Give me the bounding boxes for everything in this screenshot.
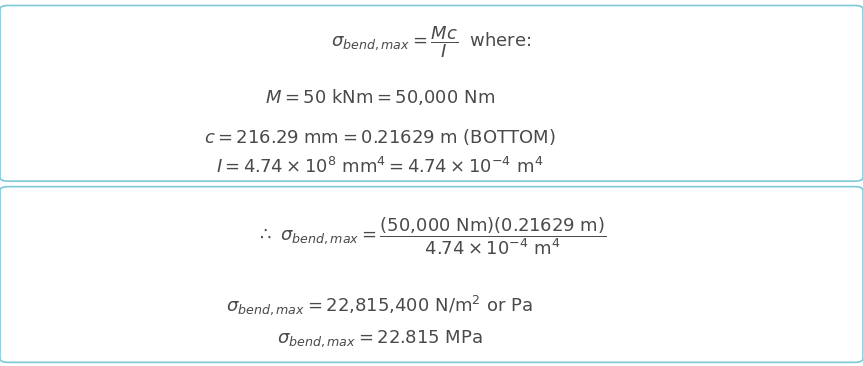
Text: $\sigma_{bend,max} = \dfrac{Mc}{I}$  where:: $\sigma_{bend,max} = \dfrac{Mc}{I}$ wher… bbox=[331, 24, 532, 60]
Text: $c = 216.29\ \mathrm{mm} = 0.21629\ \mathrm{m\ (BOTTOM)}$: $c = 216.29\ \mathrm{mm} = 0.21629\ \mat… bbox=[204, 127, 556, 147]
Text: $M = 50\ \mathrm{kNm} = 50{,}000\ \mathrm{Nm}$: $M = 50\ \mathrm{kNm} = 50{,}000\ \mathr… bbox=[265, 87, 494, 107]
Text: $I = 4.74 \times 10^{8}\ \mathrm{mm}^4 = 4.74 \times 10^{-4}\ \mathrm{m}^4$: $I = 4.74 \times 10^{8}\ \mathrm{mm}^4 =… bbox=[216, 157, 544, 176]
FancyBboxPatch shape bbox=[0, 5, 863, 181]
FancyBboxPatch shape bbox=[0, 187, 863, 362]
Text: $\sigma_{bend,max} = 22{,}815{,}400\ \mathrm{N/m}^2\ \mathrm{or\ Pa}$: $\sigma_{bend,max} = 22{,}815{,}400\ \ma… bbox=[226, 294, 533, 317]
Text: $\therefore\ \sigma_{bend,max} = \dfrac{(50{,}000\ \mathrm{Nm})(0.21629\ \mathrm: $\therefore\ \sigma_{bend,max} = \dfrac{… bbox=[256, 215, 607, 257]
Text: $\sigma_{bend,max} = 22.815\ \mathrm{MPa}$: $\sigma_{bend,max} = 22.815\ \mathrm{MPa… bbox=[277, 328, 482, 349]
